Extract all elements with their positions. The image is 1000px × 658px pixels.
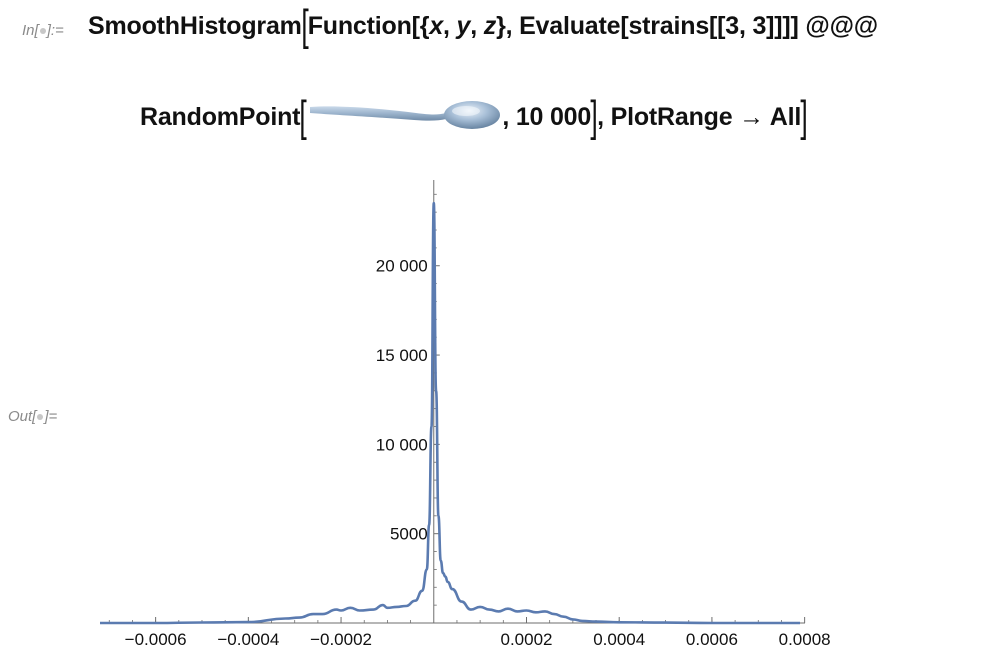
input-code-line-1[interactable]: SmoothHistogram[Function[{x, y, z}, Eval… xyxy=(88,1,878,50)
cell-index-dot xyxy=(39,27,46,34)
function-body: }, Evaluate[strains[[3, 3]]]] @@@ xyxy=(496,12,878,40)
x-tick-label: −0.0006 xyxy=(125,630,187,649)
y-tick-label: 10 000 xyxy=(376,435,428,454)
input-cell-label: In[ ]:= xyxy=(22,22,64,39)
var-x: x xyxy=(429,12,444,40)
chart-ticks: −0.0006 −0.0004 −0.0002 0.0002 0.0004 0.0006 0… xyxy=(108,193,831,649)
input-label-text: In[ xyxy=(22,22,39,39)
output-cell-label: Out[ ]= xyxy=(8,408,57,425)
close-bracket-outer: ] xyxy=(800,92,808,141)
random-point-function: RandomPoint xyxy=(140,103,301,131)
comma-2: , xyxy=(470,12,484,40)
x-tick-label: 0.0006 xyxy=(686,630,738,649)
open-bracket-2: [ xyxy=(299,92,307,141)
plot-range-option: , PlotRange → All xyxy=(597,103,802,131)
chart-axes xyxy=(100,180,805,624)
var-y: y xyxy=(456,12,471,40)
close-bracket-2: ] xyxy=(590,92,598,141)
density-curve xyxy=(99,201,800,625)
x-tick-label: 0.0004 xyxy=(593,630,645,649)
function-head: Function[{ xyxy=(307,12,430,40)
x-tick-label: 0.0008 xyxy=(779,630,831,649)
spoon-icon[interactable] xyxy=(306,93,502,133)
smooth-histogram-function: SmoothHistogram xyxy=(88,12,302,40)
open-bracket: [ xyxy=(301,1,309,50)
var-z: z xyxy=(483,12,497,40)
y-tick-label: 5000 xyxy=(390,525,428,544)
point-count: , 10 000 xyxy=(502,103,592,131)
cell-index-dot-out xyxy=(37,413,44,420)
y-tick-label: 15 000 xyxy=(376,346,428,365)
input-code-line-2[interactable]: RandomPoint[ , xyxy=(140,92,808,141)
output-label-text: Out[ xyxy=(8,408,37,425)
comma-1: , xyxy=(443,12,457,40)
x-tick-label: −0.0002 xyxy=(310,630,372,649)
input-label-end: ]:= xyxy=(46,22,64,39)
x-tick-label: −0.0004 xyxy=(217,630,279,649)
chart-series xyxy=(99,201,800,625)
output-label-end: ]= xyxy=(44,408,58,425)
x-tick-label: 0.0002 xyxy=(500,630,552,649)
y-tick-label: 20 000 xyxy=(376,257,428,276)
